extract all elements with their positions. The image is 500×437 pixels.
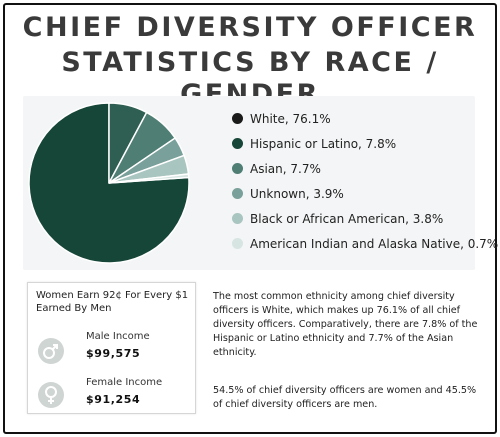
legend-label: Hispanic or Latino, 7.8% bbox=[250, 137, 397, 151]
female-income-label: Female Income bbox=[86, 377, 163, 388]
legend-swatch bbox=[232, 138, 243, 149]
legend-swatch bbox=[232, 188, 243, 199]
legend-label: Black or African American, 3.8% bbox=[250, 212, 444, 226]
legend-swatch bbox=[232, 163, 243, 174]
legend-label: Asian, 7.7% bbox=[250, 162, 321, 176]
legend-swatch bbox=[232, 113, 243, 124]
pie-slice-5 bbox=[108, 173, 190, 184]
ethnicity-description: The most common ethnicity among chief di… bbox=[213, 291, 478, 358]
income-heading: Women Earn 92¢ For Every $1 Earned By Me… bbox=[36, 290, 189, 314]
gender-description: 54.5% of chief diversity officers are wo… bbox=[213, 385, 477, 410]
title-line-1: CHIEF DIVERSITY OFFICER bbox=[22, 12, 478, 43]
legend-label: Unknown, 3.9% bbox=[250, 187, 344, 201]
male-symbol-icon bbox=[38, 338, 64, 364]
legend-swatch bbox=[232, 213, 243, 224]
legend-swatch bbox=[232, 238, 243, 249]
pie-chart bbox=[28, 102, 190, 264]
female-symbol-icon bbox=[38, 382, 64, 408]
male-income-label: Male Income bbox=[86, 331, 150, 342]
legend-label: White, 76.1% bbox=[250, 112, 331, 126]
legend-label: American Indian and Alaska Native, 0.7% bbox=[250, 237, 499, 251]
female-income-value: $91,254 bbox=[86, 393, 141, 406]
income-card: Women Earn 92¢ For Every $1 Earned By Me… bbox=[27, 282, 196, 414]
male-income-value: $99,575 bbox=[86, 347, 141, 360]
